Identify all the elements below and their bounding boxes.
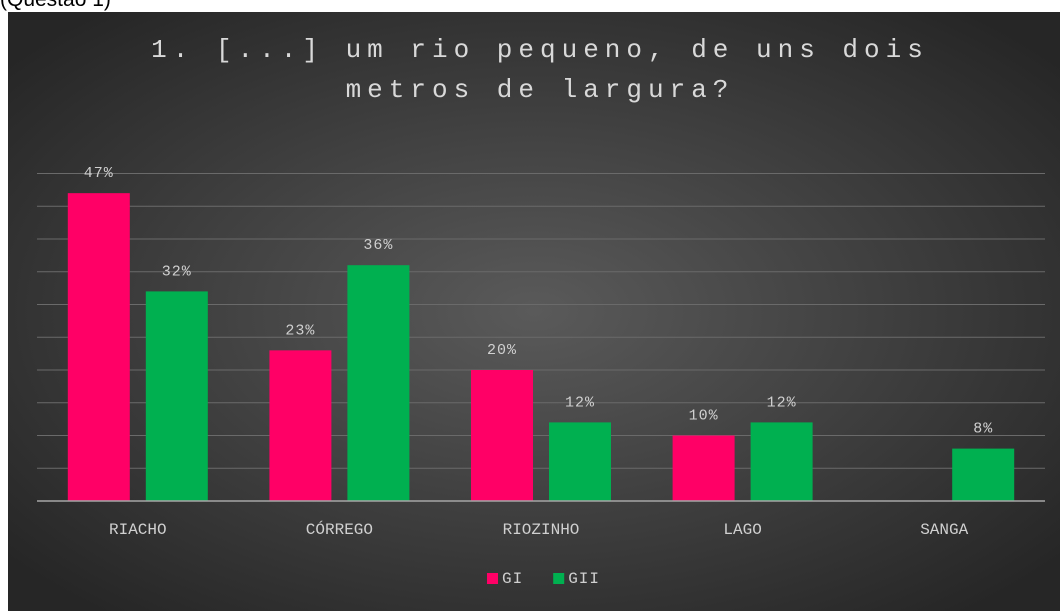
legend-swatch (553, 573, 565, 584)
bar (145, 291, 208, 501)
data-label: 20% (487, 342, 517, 359)
x-tick-label: CÓRREGO (306, 520, 373, 539)
bar (471, 370, 533, 501)
data-label: 23% (285, 322, 315, 339)
data-label: 10% (689, 407, 719, 424)
bar (952, 448, 1015, 501)
data-label: 12% (565, 394, 595, 411)
bar (672, 435, 735, 501)
x-tick-label: LAGO (723, 521, 761, 539)
chart: RIACHO 47% 32% CÓRREGO 23% 36% RIOZINHO 20% 12% L… (8, 12, 1060, 611)
legend-label: GII (568, 570, 600, 588)
x-tick-label: SANGA (920, 521, 968, 539)
bar (549, 422, 611, 501)
x-tick-label: RIOZINHO (503, 521, 580, 539)
bar (269, 350, 332, 501)
bar (750, 422, 813, 501)
data-label: 12% (767, 394, 797, 411)
header: (Questão 1) (0, 0, 111, 12)
bar (347, 265, 410, 501)
data-label: 47% (84, 165, 114, 182)
legend-label: GI (502, 570, 523, 588)
data-label: 32% (162, 263, 192, 280)
bar (67, 193, 130, 501)
data-label: 8% (973, 421, 993, 438)
data-label: 36% (363, 237, 393, 254)
legend-swatch (487, 573, 498, 584)
x-tick-label: RIACHO (109, 521, 167, 539)
chart-title: 1. [...] um rio pequeno, de uns dois met… (151, 35, 929, 105)
